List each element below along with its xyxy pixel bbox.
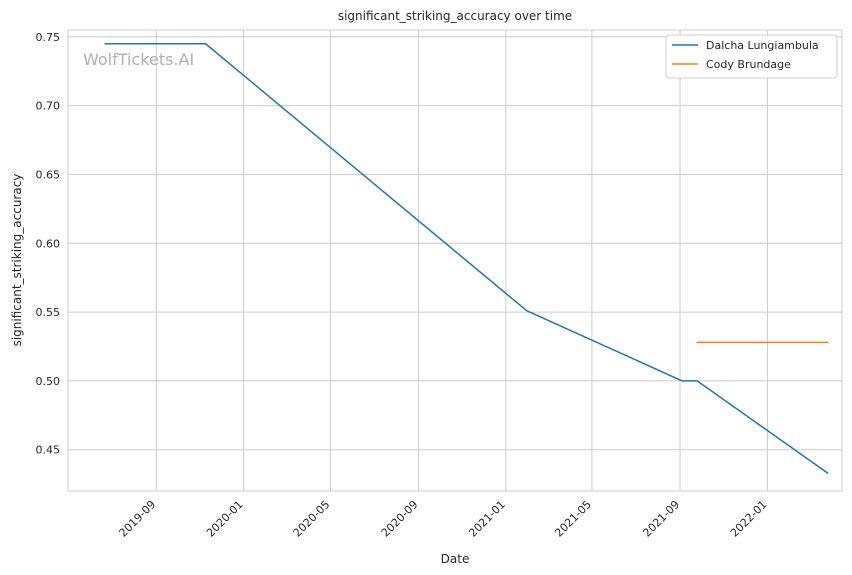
legend-label-cody-brundage: Cody Brundage [706,58,791,71]
series-layer [104,43,829,475]
y-tick-label: 0.60 [36,237,61,250]
x-axis-label: Date [441,552,470,566]
series-line-dalcha-lungiambula [104,43,829,475]
chart-title: significant_striking_accuracy over time [338,9,572,23]
y-gridlines [68,36,842,451]
y-axis-label: significant_striking_accuracy [10,174,24,347]
plot-area-frame [67,29,843,492]
legend: Dalcha Lungiambula Cody Brundage [665,34,838,79]
y-tick-label: 0.65 [36,168,61,181]
x-gridlines [155,30,768,491]
y-tick-label: 0.50 [36,375,61,388]
y-tick-labels: 0.45 0.50 0.55 0.60 0.65 0.70 0.75 [36,31,61,457]
y-tick-label: 0.45 [36,444,61,457]
y-tick-label: 0.70 [36,100,61,113]
y-tick-label: 0.75 [36,31,61,44]
watermark: WolfTickets.AI [83,50,194,69]
legend-box [665,34,838,79]
y-tick-label: 0.55 [36,306,61,319]
legend-label-dalcha-lungiambula: Dalcha Lungiambula [706,39,819,52]
